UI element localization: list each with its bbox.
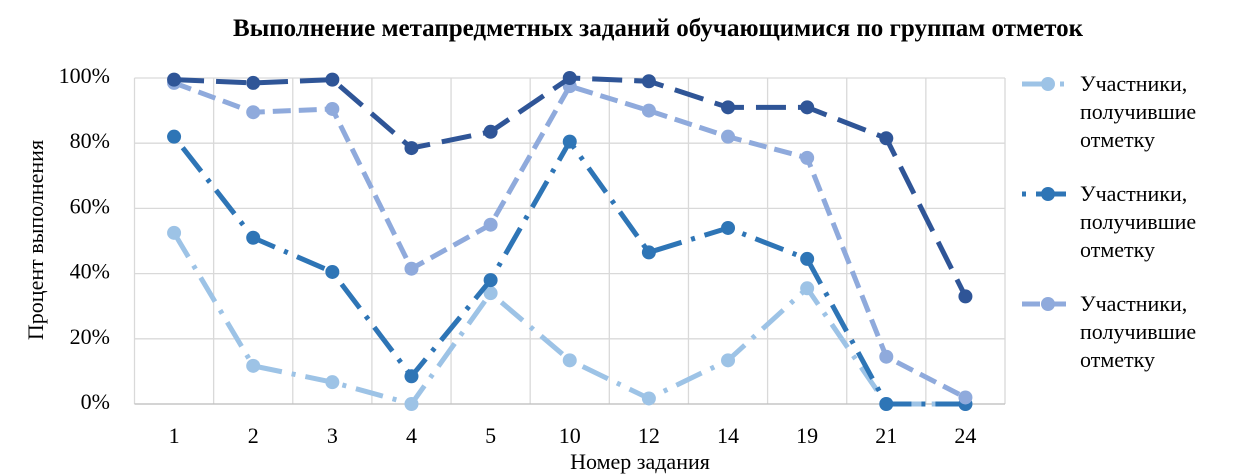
series-marker bbox=[800, 281, 815, 296]
x-tick-label: 19 bbox=[796, 423, 818, 448]
legend-marker bbox=[1041, 77, 1055, 91]
x-axis-label: Номер задания bbox=[570, 449, 710, 474]
series-marker bbox=[325, 101, 340, 116]
series-marker bbox=[246, 105, 261, 120]
x-tick-label: 10 bbox=[559, 423, 581, 448]
series-marker bbox=[800, 150, 815, 165]
series-marker bbox=[325, 264, 340, 279]
series-marker bbox=[246, 75, 261, 90]
series-marker bbox=[167, 225, 182, 240]
legend-label: Участники, получившие отметку bbox=[1080, 71, 1197, 152]
series-marker bbox=[562, 71, 577, 85]
x-tick-label: 5 bbox=[485, 423, 496, 448]
legend: Участники, получившие отметку Участники, … bbox=[1020, 70, 1244, 400]
series-marker bbox=[641, 391, 656, 406]
y-tick-label: 40% bbox=[70, 259, 110, 284]
x-tick-label: 1 bbox=[169, 423, 180, 448]
series-marker bbox=[721, 353, 736, 368]
y-tick-label: 20% bbox=[70, 324, 110, 349]
legend-item: Участники, получившие отметку bbox=[1020, 70, 1244, 180]
legend-swatch bbox=[1022, 297, 1074, 311]
series-marker bbox=[246, 230, 261, 245]
series-marker bbox=[404, 369, 419, 384]
legend-swatch bbox=[1022, 187, 1074, 201]
legend-label: Участники, получившие отметку bbox=[1080, 181, 1197, 262]
legend-item: Участники, получившие отметку bbox=[1020, 290, 1244, 400]
x-tick-label: 21 bbox=[875, 423, 897, 448]
y-axis-label: Процент выполнения bbox=[23, 140, 48, 340]
series-marker bbox=[483, 273, 498, 288]
series-marker bbox=[721, 220, 736, 235]
series-marker bbox=[800, 251, 815, 266]
series-marker bbox=[721, 129, 736, 144]
x-tick-label: 4 bbox=[406, 423, 417, 448]
series-marker bbox=[167, 129, 182, 144]
series-marker bbox=[167, 72, 182, 87]
x-tick-label: 2 bbox=[248, 423, 259, 448]
series-marker bbox=[483, 217, 498, 232]
series-marker bbox=[325, 72, 340, 87]
series-marker bbox=[958, 289, 973, 304]
legend-marker bbox=[1041, 187, 1055, 201]
legend-label: Участники, получившие отметку bbox=[1080, 291, 1197, 372]
series-marker bbox=[562, 353, 577, 368]
series-marker bbox=[483, 286, 498, 301]
series-marker bbox=[879, 349, 894, 364]
x-tick-label: 24 bbox=[954, 423, 976, 448]
series-marker bbox=[483, 124, 498, 139]
series-marker bbox=[404, 141, 419, 156]
series-line bbox=[171, 231, 966, 407]
y-tick-label: 60% bbox=[70, 193, 110, 218]
series-marker bbox=[562, 134, 577, 149]
series-marker bbox=[246, 358, 261, 373]
y-tick-label: 100% bbox=[59, 63, 110, 88]
series-marker bbox=[879, 397, 894, 411]
series-marker bbox=[325, 375, 340, 390]
series-marker bbox=[800, 100, 815, 115]
legend-swatch bbox=[1022, 77, 1074, 91]
series-marker bbox=[641, 74, 656, 89]
series-line bbox=[173, 80, 967, 400]
y-tick-label: 0% bbox=[81, 389, 110, 414]
y-tick-label: 80% bbox=[70, 128, 110, 153]
series-marker bbox=[404, 397, 419, 411]
series-marker bbox=[721, 100, 736, 115]
x-tick-label: 12 bbox=[638, 423, 660, 448]
series-marker bbox=[641, 103, 656, 118]
series-marker bbox=[404, 261, 419, 276]
series-marker bbox=[958, 390, 973, 405]
x-tick-label: 14 bbox=[717, 423, 739, 448]
series-marker bbox=[641, 245, 656, 260]
chart-title: Выполнение метапредметных заданий обучаю… bbox=[233, 15, 1083, 42]
legend-item: Участники, получившие отметку bbox=[1020, 180, 1244, 290]
x-tick-label: 3 bbox=[327, 423, 338, 448]
legend-marker bbox=[1041, 297, 1055, 311]
series-marker bbox=[879, 131, 894, 146]
